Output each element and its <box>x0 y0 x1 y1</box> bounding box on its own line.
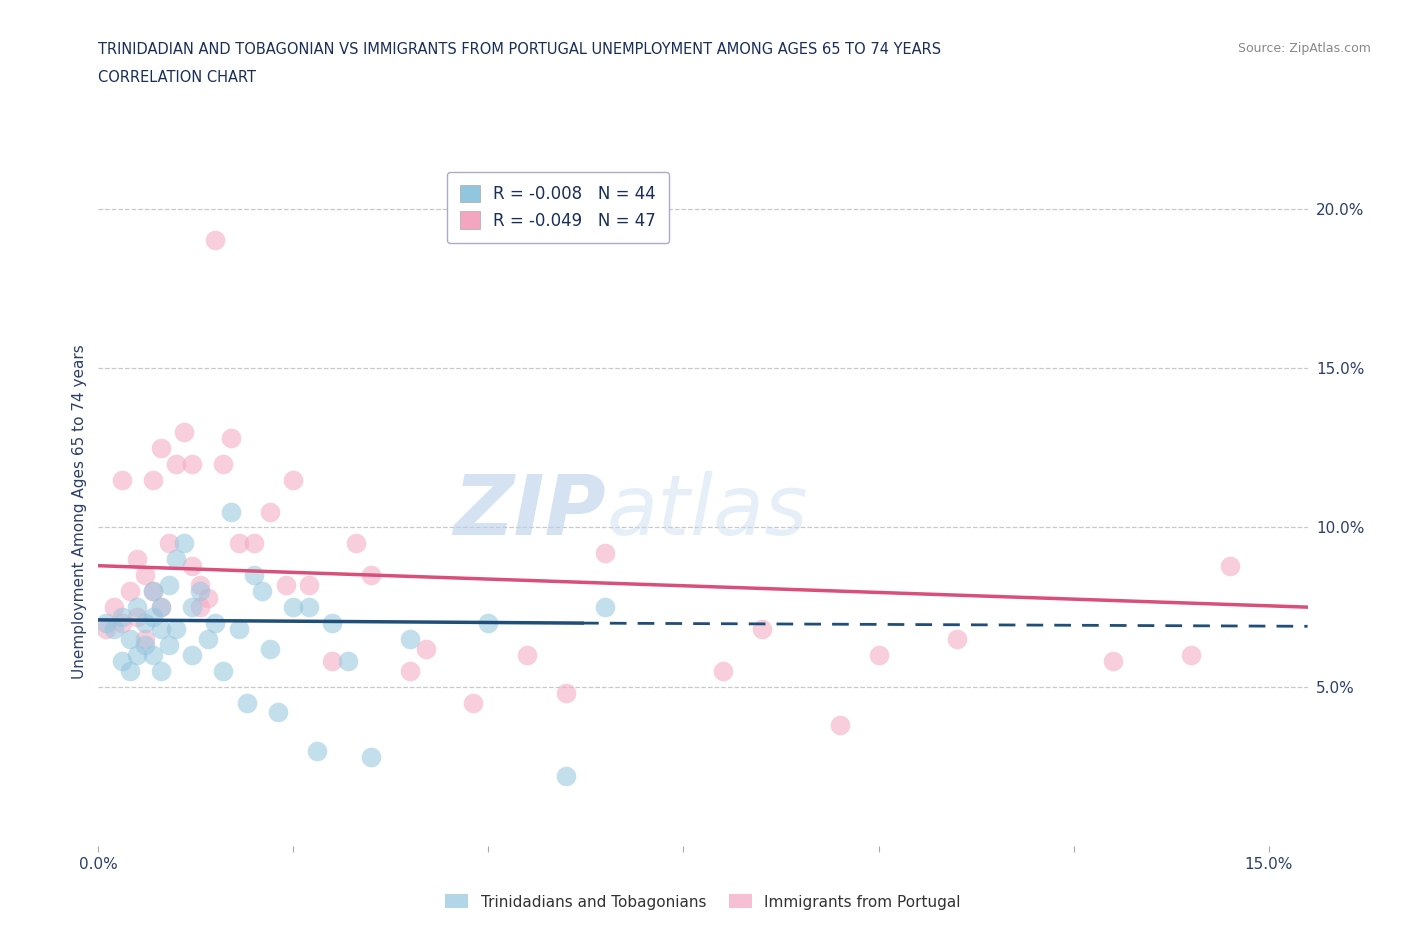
Immigrants from Portugal <box>181 558 204 573</box>
Immigrants from Portugal <box>259 504 281 519</box>
Immigrants from Portugal <box>274 578 297 592</box>
Trinidadians and Tobagonians <box>321 616 343 631</box>
Trinidadians and Tobagonians <box>259 641 281 656</box>
Immigrants from Portugal <box>188 600 211 615</box>
Trinidadians and Tobagonians <box>127 600 149 615</box>
Immigrants from Portugal <box>111 472 134 487</box>
Trinidadians and Tobagonians <box>118 663 141 678</box>
Text: ZIP: ZIP <box>454 471 606 552</box>
Trinidadians and Tobagonians <box>235 696 257 711</box>
Immigrants from Portugal <box>127 551 149 566</box>
Trinidadians and Tobagonians <box>267 705 290 720</box>
Immigrants from Portugal <box>165 457 187 472</box>
Immigrants from Portugal <box>111 616 134 631</box>
Immigrants from Portugal <box>945 631 967 646</box>
Immigrants from Portugal <box>118 584 141 599</box>
Trinidadians and Tobagonians <box>219 504 242 519</box>
Trinidadians and Tobagonians <box>157 638 180 653</box>
Text: CORRELATION CHART: CORRELATION CHART <box>98 70 256 85</box>
Trinidadians and Tobagonians <box>305 743 328 758</box>
Trinidadians and Tobagonians <box>243 568 266 583</box>
Trinidadians and Tobagonians <box>595 600 617 615</box>
Immigrants from Portugal <box>134 631 156 646</box>
Trinidadians and Tobagonians <box>181 600 204 615</box>
Immigrants from Portugal <box>96 622 118 637</box>
Immigrants from Portugal <box>127 609 149 624</box>
Immigrants from Portugal <box>157 536 180 551</box>
Trinidadians and Tobagonians <box>103 622 125 637</box>
Trinidadians and Tobagonians <box>252 584 274 599</box>
Trinidadians and Tobagonians <box>157 578 180 592</box>
Trinidadians and Tobagonians <box>142 647 165 662</box>
Immigrants from Portugal <box>219 431 242 445</box>
Immigrants from Portugal <box>204 233 226 248</box>
Immigrants from Portugal <box>344 536 367 551</box>
Trinidadians and Tobagonians <box>134 638 156 653</box>
Trinidadians and Tobagonians <box>111 609 134 624</box>
Immigrants from Portugal <box>228 536 250 551</box>
Trinidadians and Tobagonians <box>228 622 250 637</box>
Immigrants from Portugal <box>1101 654 1123 669</box>
Trinidadians and Tobagonians <box>197 631 219 646</box>
Trinidadians and Tobagonians <box>555 769 578 784</box>
Trinidadians and Tobagonians <box>399 631 422 646</box>
Trinidadians and Tobagonians <box>142 609 165 624</box>
Immigrants from Portugal <box>134 568 156 583</box>
Trinidadians and Tobagonians <box>149 663 172 678</box>
Trinidadians and Tobagonians <box>360 750 382 764</box>
Immigrants from Portugal <box>173 424 195 439</box>
Immigrants from Portugal <box>1219 558 1241 573</box>
Immigrants from Portugal <box>868 647 890 662</box>
Immigrants from Portugal <box>188 578 211 592</box>
Trinidadians and Tobagonians <box>181 647 204 662</box>
Immigrants from Portugal <box>461 696 484 711</box>
Trinidadians and Tobagonians <box>188 584 211 599</box>
Trinidadians and Tobagonians <box>96 616 118 631</box>
Immigrants from Portugal <box>1180 647 1202 662</box>
Immigrants from Portugal <box>103 600 125 615</box>
Trinidadians and Tobagonians <box>165 551 187 566</box>
Text: Source: ZipAtlas.com: Source: ZipAtlas.com <box>1237 42 1371 55</box>
Immigrants from Portugal <box>516 647 538 662</box>
Trinidadians and Tobagonians <box>127 647 149 662</box>
Text: atlas: atlas <box>606 471 808 552</box>
Trinidadians and Tobagonians <box>118 631 141 646</box>
Text: TRINIDADIAN AND TOBAGONIAN VS IMMIGRANTS FROM PORTUGAL UNEMPLOYMENT AMONG AGES 6: TRINIDADIAN AND TOBAGONIAN VS IMMIGRANTS… <box>98 42 942 57</box>
Immigrants from Portugal <box>283 472 305 487</box>
Immigrants from Portugal <box>555 685 578 700</box>
Trinidadians and Tobagonians <box>149 622 172 637</box>
Immigrants from Portugal <box>149 600 172 615</box>
Trinidadians and Tobagonians <box>111 654 134 669</box>
Trinidadians and Tobagonians <box>204 616 226 631</box>
Trinidadians and Tobagonians <box>337 654 360 669</box>
Immigrants from Portugal <box>399 663 422 678</box>
Legend: Trinidadians and Tobagonians, Immigrants from Portugal: Trinidadians and Tobagonians, Immigrants… <box>439 888 967 916</box>
Immigrants from Portugal <box>212 457 235 472</box>
Immigrants from Portugal <box>415 641 437 656</box>
Trinidadians and Tobagonians <box>283 600 305 615</box>
Trinidadians and Tobagonians <box>173 536 195 551</box>
Y-axis label: Unemployment Among Ages 65 to 74 years: Unemployment Among Ages 65 to 74 years <box>72 344 87 679</box>
Immigrants from Portugal <box>321 654 343 669</box>
Trinidadians and Tobagonians <box>212 663 235 678</box>
Immigrants from Portugal <box>360 568 382 583</box>
Immigrants from Portugal <box>149 440 172 455</box>
Immigrants from Portugal <box>595 546 617 561</box>
Immigrants from Portugal <box>828 718 851 733</box>
Trinidadians and Tobagonians <box>142 584 165 599</box>
Immigrants from Portugal <box>751 622 773 637</box>
Immigrants from Portugal <box>197 591 219 605</box>
Immigrants from Portugal <box>181 457 204 472</box>
Trinidadians and Tobagonians <box>149 600 172 615</box>
Immigrants from Portugal <box>142 472 165 487</box>
Trinidadians and Tobagonians <box>298 600 321 615</box>
Immigrants from Portugal <box>298 578 321 592</box>
Trinidadians and Tobagonians <box>134 616 156 631</box>
Immigrants from Portugal <box>711 663 734 678</box>
Trinidadians and Tobagonians <box>477 616 499 631</box>
Trinidadians and Tobagonians <box>165 622 187 637</box>
Immigrants from Portugal <box>142 584 165 599</box>
Immigrants from Portugal <box>243 536 266 551</box>
